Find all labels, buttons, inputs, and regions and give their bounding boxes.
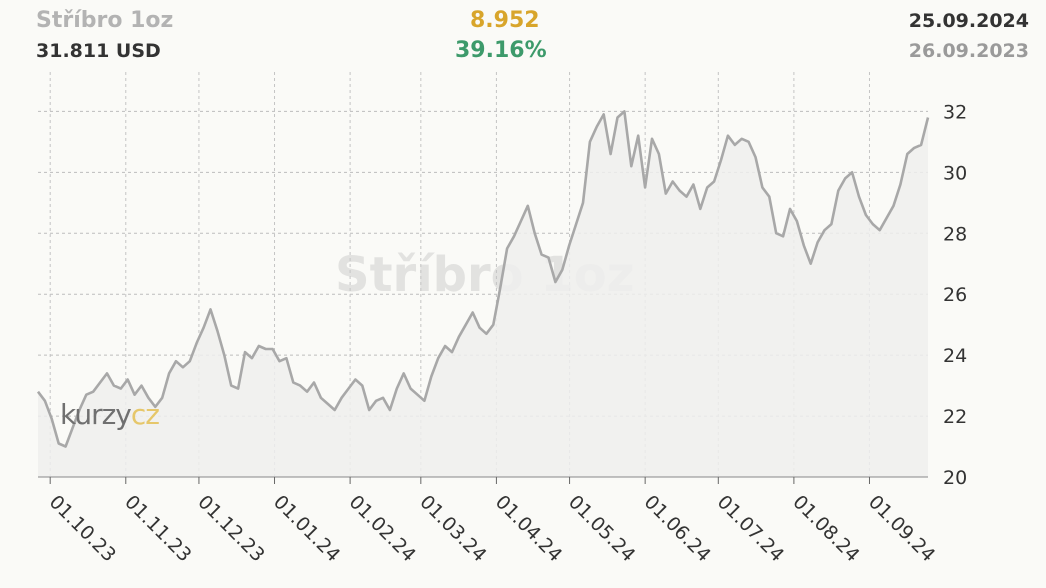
- y-tick-label: 28: [943, 223, 967, 245]
- percent-change: 39.16%: [455, 38, 547, 63]
- logo-text-accent: cz: [130, 398, 160, 431]
- x-tick-label: 01.03.24: [415, 491, 490, 566]
- x-tick-label: 01.09.24: [864, 491, 939, 566]
- commodity-title: Stříbro 1oz: [36, 8, 174, 33]
- current-price: 31.811 USD: [36, 40, 161, 62]
- x-tick-label: 01.01.24: [269, 491, 344, 566]
- absolute-change: 8.952: [470, 8, 540, 33]
- y-tick-label: 32: [943, 101, 967, 123]
- date-end: 25.09.2024: [908, 10, 1029, 32]
- price-area: [38, 111, 928, 478]
- x-tick-label: 01.07.24: [713, 491, 788, 566]
- price-line: [36, 110, 930, 448]
- x-tick-label: 01.04.24: [491, 491, 566, 566]
- x-tick-label: 01.10.23: [45, 491, 120, 566]
- x-tick-label: 01.02.24: [345, 491, 420, 566]
- logo-text: kurzy: [60, 398, 132, 431]
- y-tick-label: 24: [943, 345, 967, 367]
- date-start: 26.09.2023: [908, 40, 1029, 62]
- kurzy-logo: kurzycz: [60, 398, 160, 431]
- x-tick-label: 01.11.23: [120, 491, 195, 566]
- x-tick-label: 01.08.24: [788, 491, 863, 566]
- y-tick-label: 22: [943, 406, 967, 428]
- y-tick-label: 26: [943, 284, 967, 306]
- x-tick-label: 01.12.23: [193, 491, 268, 566]
- x-tick-label: 01.05.24: [564, 491, 639, 566]
- x-tick-label: 01.06.24: [640, 491, 715, 566]
- y-tick-label: 30: [943, 162, 967, 184]
- y-tick-label: 20: [943, 467, 967, 489]
